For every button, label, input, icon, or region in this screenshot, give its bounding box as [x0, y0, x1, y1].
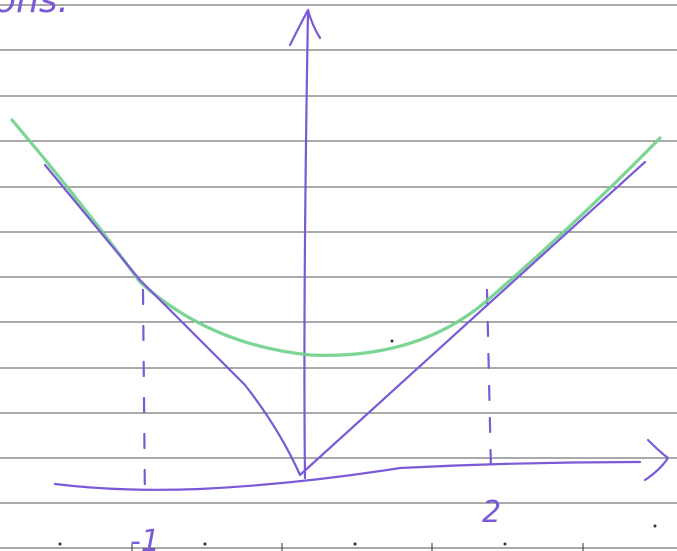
label-right: 2 [482, 495, 501, 530]
label-left: -1 [130, 524, 160, 551]
heading: ons: [0, 0, 70, 21]
page-dots [58, 339, 657, 551]
dashed-guides [141, 288, 493, 507]
ruled-lines [0, 4, 677, 549]
absolute-value-curve [43, 160, 647, 477]
smooth-curve [10, 118, 662, 357]
axes [53, 8, 670, 491]
